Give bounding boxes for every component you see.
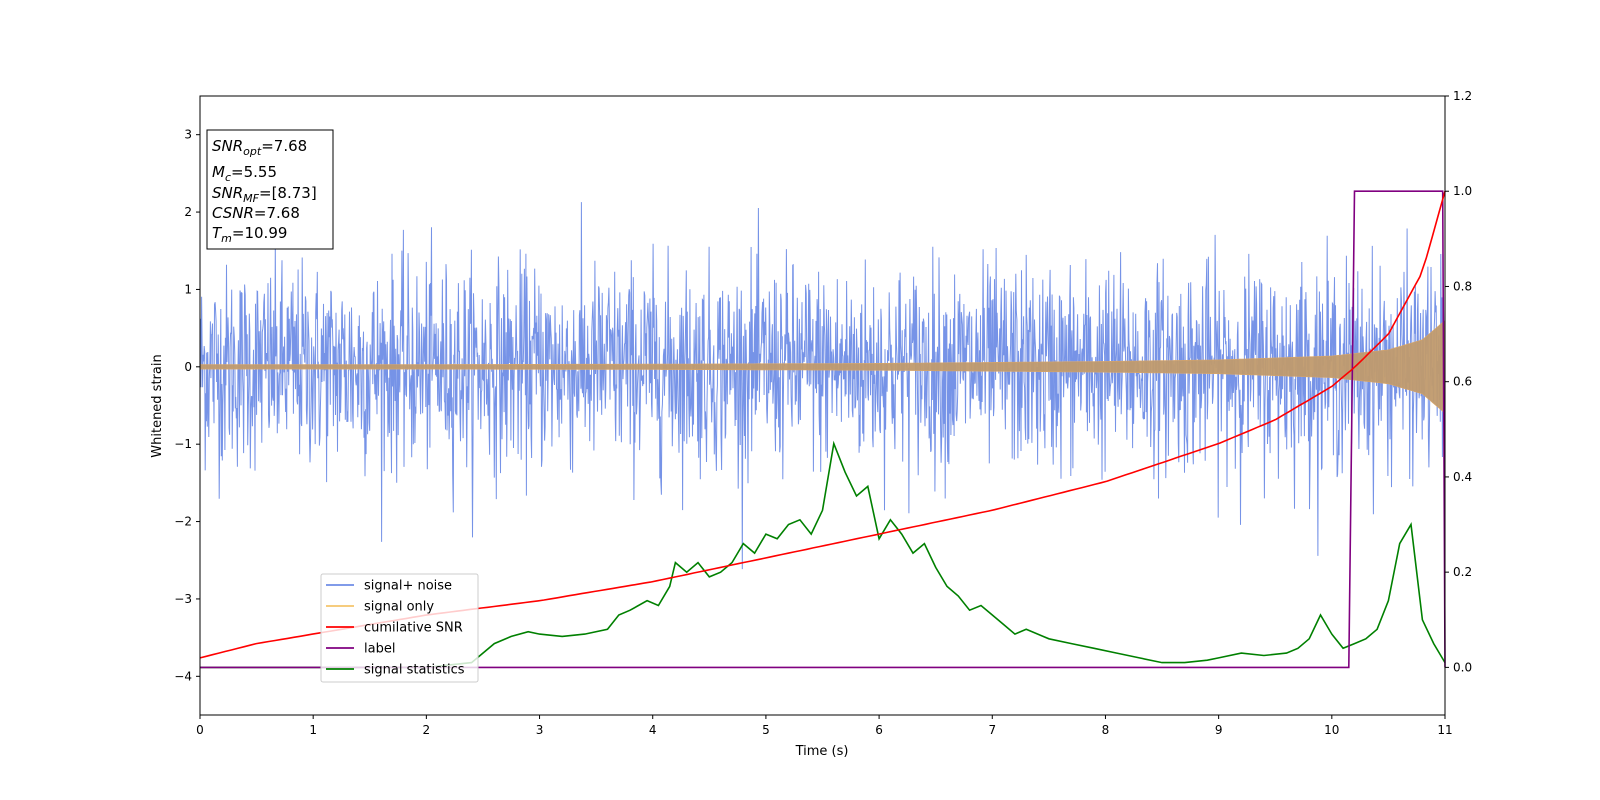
info-csnr-main: CSNR	[212, 204, 254, 222]
legend-label: signal+ noise	[364, 579, 452, 594]
right-y-axis: 0.0 0.2 0.4 0.6 0.8 1.0 1.2	[1445, 89, 1472, 674]
x-tick-label: 6	[875, 723, 883, 737]
info-snr-opt-value: =7.68	[261, 137, 307, 155]
info-snr-opt: SNRopt=7.68	[212, 137, 307, 158]
left-y-tick-label: −4	[174, 669, 192, 683]
x-axis: 0 1 2 3 4 5 6 7 8 9 10 11	[196, 715, 1453, 737]
info-snr-mf-sub: MF	[243, 192, 259, 205]
noise-series	[199, 202, 1446, 570]
info-mc-main: M	[212, 163, 225, 181]
info-tm-main: T	[212, 224, 223, 242]
x-tick-label: 4	[649, 723, 657, 737]
x-tick-label: 7	[988, 723, 996, 737]
info-snr-mf-value: =[8.73]	[259, 184, 317, 202]
x-tick-label: 11	[1437, 723, 1452, 737]
legend-frame	[320, 573, 479, 683]
right-y-tick-label: 0.6	[1453, 375, 1472, 389]
right-y-tick-label: 1.0	[1453, 184, 1472, 198]
info-tm-value: =10.99	[232, 224, 288, 242]
left-y-tick-label: −2	[174, 515, 192, 529]
x-tick-label: 1	[309, 723, 317, 737]
right-y-tick-label: 0.4	[1453, 470, 1472, 484]
x-tick-label: 9	[1215, 723, 1223, 737]
left-y-tick-label: −1	[174, 437, 192, 451]
x-tick-label: 5	[762, 723, 770, 737]
y-axis-label: Whitened strain	[150, 354, 165, 457]
info-box: SNRopt=7.68 Mc=5.55 SNRMF=[8.73] CSNR=7.…	[206, 129, 334, 250]
info-tm-sub: m	[221, 232, 232, 245]
info-snr-mf-main: SNR	[212, 184, 243, 202]
left-y-axis: −4 −3 −2 −1 0 1 2 3	[174, 128, 200, 683]
info-tm: Tm=10.99	[212, 224, 287, 245]
right-y-tick-label: 0.8	[1453, 279, 1472, 293]
x-tick-label: 0	[196, 723, 204, 737]
legend: signal+ noise signal only cumilative SNR la…	[320, 573, 479, 683]
info-mc: Mc=5.55	[212, 163, 277, 184]
right-y-tick-label: 1.2	[1453, 89, 1472, 103]
x-tick-label: 8	[1102, 723, 1110, 737]
series-line-signal-statistics	[200, 440, 1446, 669]
info-csnr: CSNR=7.68	[212, 204, 300, 222]
right-y-tick-label: 0.0	[1453, 660, 1472, 674]
left-y-tick-label: 2	[184, 205, 192, 219]
left-y-tick-label: 0	[184, 360, 192, 374]
plot-frame	[199, 95, 1446, 716]
info-csnr-value: =7.68	[254, 204, 300, 222]
x-axis-label: Time (s)	[795, 744, 849, 759]
left-y-tick-label: 3	[184, 128, 192, 142]
left-y-tick-label: −3	[174, 592, 192, 606]
info-box-frame	[206, 129, 334, 250]
x-tick-label: 3	[536, 723, 544, 737]
right-y-tick-label: 0.2	[1453, 565, 1472, 579]
x-tick-label: 10	[1324, 723, 1339, 737]
legend-label: label	[364, 642, 395, 657]
info-snr-opt-main: SNR	[212, 137, 243, 155]
legend-label: signal only	[364, 600, 434, 615]
x-tick-label: 2	[423, 723, 431, 737]
noise-line	[199, 202, 1446, 570]
series-line-label	[200, 190, 1446, 669]
info-snr-opt-sub: opt	[243, 145, 262, 158]
info-snr-mf: SNRMF=[8.73]	[212, 184, 317, 205]
legend-label: signal statistics	[364, 663, 465, 678]
legend-label: cumilative SNR	[364, 621, 463, 636]
info-mc-value: =5.55	[231, 163, 277, 181]
info-mc-sub: c	[225, 171, 231, 184]
left-y-tick-label: 1	[184, 282, 192, 296]
